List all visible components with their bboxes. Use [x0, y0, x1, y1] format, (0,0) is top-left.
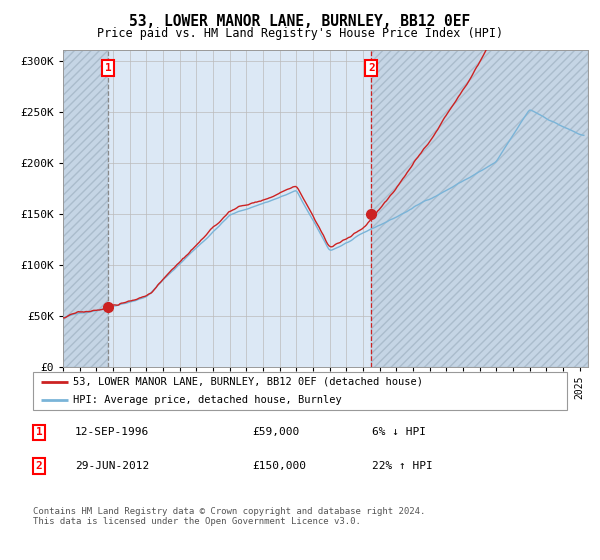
Text: 1: 1 — [35, 427, 43, 437]
Text: 2: 2 — [35, 461, 43, 471]
Text: 53, LOWER MANOR LANE, BURNLEY, BB12 0EF: 53, LOWER MANOR LANE, BURNLEY, BB12 0EF — [130, 14, 470, 29]
Bar — [371, 50, 588, 367]
Text: £150,000: £150,000 — [252, 461, 306, 471]
Text: 6% ↓ HPI: 6% ↓ HPI — [372, 427, 426, 437]
Text: 2: 2 — [368, 63, 375, 73]
Text: 22% ↑ HPI: 22% ↑ HPI — [372, 461, 433, 471]
Text: 29-JUN-2012: 29-JUN-2012 — [75, 461, 149, 471]
Text: HPI: Average price, detached house, Burnley: HPI: Average price, detached house, Burn… — [73, 395, 342, 405]
Text: 53, LOWER MANOR LANE, BURNLEY, BB12 0EF (detached house): 53, LOWER MANOR LANE, BURNLEY, BB12 0EF … — [73, 377, 423, 387]
Text: £59,000: £59,000 — [252, 427, 299, 437]
Text: Contains HM Land Registry data © Crown copyright and database right 2024.
This d: Contains HM Land Registry data © Crown c… — [33, 507, 425, 526]
Text: 1: 1 — [104, 63, 112, 73]
Text: 12-SEP-1996: 12-SEP-1996 — [75, 427, 149, 437]
Bar — [63, 50, 108, 367]
Text: Price paid vs. HM Land Registry's House Price Index (HPI): Price paid vs. HM Land Registry's House … — [97, 27, 503, 40]
